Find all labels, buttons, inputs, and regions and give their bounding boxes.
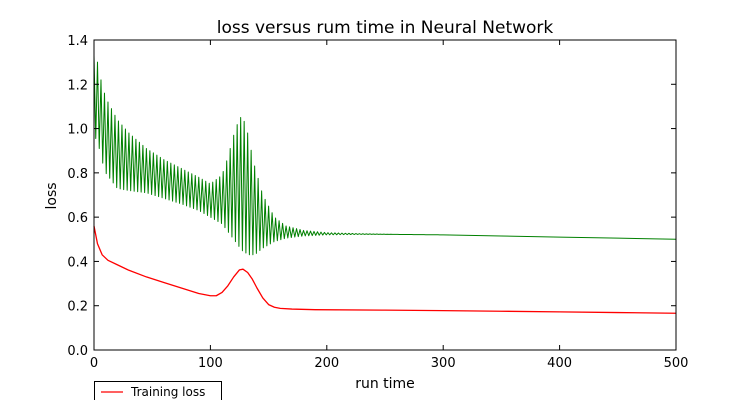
y-axis-title: loss	[44, 182, 60, 209]
y-tick-label: 1.0	[67, 123, 88, 138]
plot-frame	[93, 39, 677, 351]
y-tick-label: 0.4	[67, 255, 88, 270]
y-tick-label: 1.4	[67, 34, 88, 49]
chart-title: loss versus rum time in Neural Network	[217, 18, 554, 38]
legend-box	[94, 381, 222, 400]
x-tick-label: 400	[547, 356, 572, 371]
series-line-series-2	[93, 55, 677, 256]
legend: Training loss	[94, 381, 222, 400]
series-line-training-loss	[93, 225, 677, 314]
x-tick-label: 100	[198, 356, 223, 371]
x-tick-label: 300	[431, 356, 456, 371]
x-tick-label: 500	[664, 356, 689, 371]
plot-marks	[93, 55, 677, 314]
x-tick-label: 200	[314, 356, 339, 371]
legend-label-training-loss: Training loss	[130, 385, 205, 399]
x-tick-label: 0	[90, 356, 98, 371]
axis-ticks: 0 100 200 300 400 500 0.0 0.2 0.4 0.6 0.8 1.0 1.2 1.4	[67, 34, 688, 371]
y-tick-label: 0.0	[67, 344, 88, 359]
x-axis-title: run time	[355, 376, 415, 392]
y-tick-label: 0.6	[67, 211, 88, 226]
y-tick-label: 0.8	[67, 167, 88, 182]
y-tick-label: 0.2	[67, 300, 88, 315]
y-tick-label: 1.2	[67, 78, 88, 93]
